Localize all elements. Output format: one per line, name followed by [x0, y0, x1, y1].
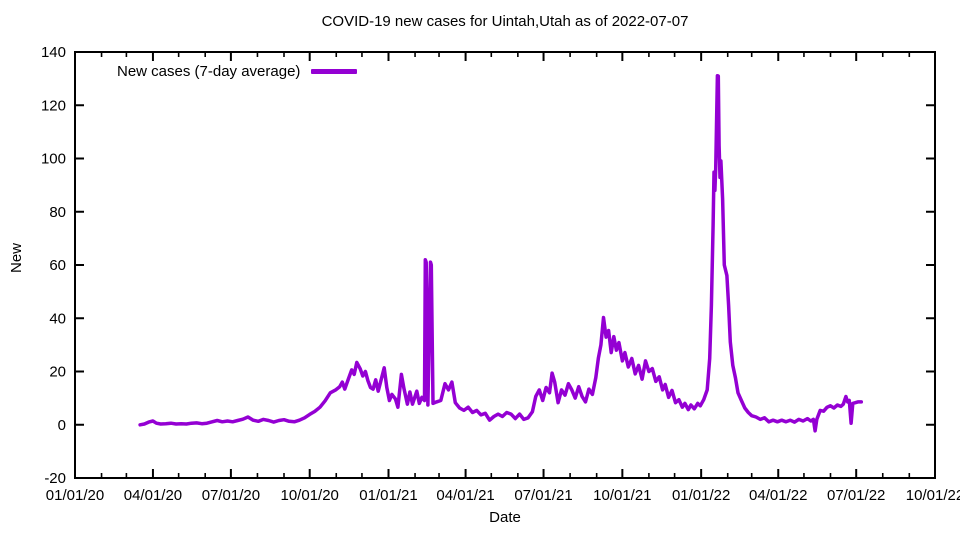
y-tick-label: 20 — [49, 364, 66, 381]
y-tick-label: 100 — [41, 151, 66, 168]
y-tick-label: 140 — [41, 44, 66, 61]
y-axis-title: New — [8, 243, 25, 274]
x-tick-label: 10/01/20 — [281, 487, 339, 504]
x-tick-label: 07/01/21 — [514, 487, 572, 504]
x-tick-label: 07/01/22 — [827, 487, 885, 504]
x-tick-label: 10/01/21 — [593, 487, 651, 504]
x-tick-label: 01/01/20 — [46, 487, 104, 504]
x-tick-label: 04/01/21 — [436, 487, 494, 504]
x-tick-label: 04/01/22 — [749, 487, 807, 504]
x-tick-label: 07/01/20 — [202, 487, 260, 504]
y-tick-label: 0 — [58, 417, 66, 434]
y-tick-label: 120 — [41, 97, 66, 114]
x-tick-label: 10/01/22 — [906, 487, 960, 504]
x-tick-label: 04/01/20 — [124, 487, 182, 504]
y-tick-label: -20 — [44, 470, 66, 487]
legend-label: New cases (7-day average) — [117, 63, 301, 80]
x-tick-label: 01/01/22 — [672, 487, 730, 504]
chart-title: COVID-19 new cases for Uintah,Utah as of… — [321, 13, 689, 30]
legend: New cases (7-day average) — [117, 63, 358, 80]
y-tick-label: 40 — [49, 310, 66, 327]
x-tick-label: 01/01/21 — [359, 487, 417, 504]
data-line — [138, 73, 864, 433]
y-tick-label: 60 — [49, 257, 66, 274]
legend-line-swatch — [311, 69, 358, 74]
x-axis-title: Date — [489, 509, 521, 526]
y-tick-label: 80 — [49, 204, 66, 221]
